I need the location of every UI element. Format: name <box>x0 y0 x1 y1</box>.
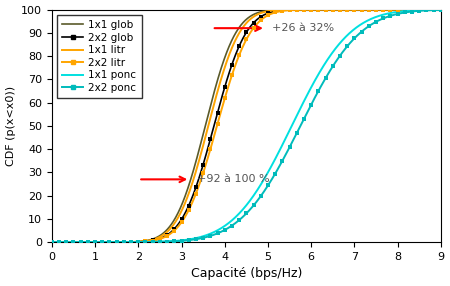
Y-axis label: CDF (p(x<x0)): CDF (p(x<x0)) <box>5 86 16 166</box>
Text: +92 à 100 %: +92 à 100 % <box>197 174 269 184</box>
Legend: 1x1 glob, 2x2 glob, 1x1 litr, 2x2 litr, 1x1 ponc, 2x2 ponc: 1x1 glob, 2x2 glob, 1x1 litr, 2x2 litr, … <box>57 15 141 98</box>
Text: +26 à 32%: +26 à 32% <box>272 23 334 33</box>
X-axis label: Capacité (bps/Hz): Capacité (bps/Hz) <box>191 267 302 281</box>
